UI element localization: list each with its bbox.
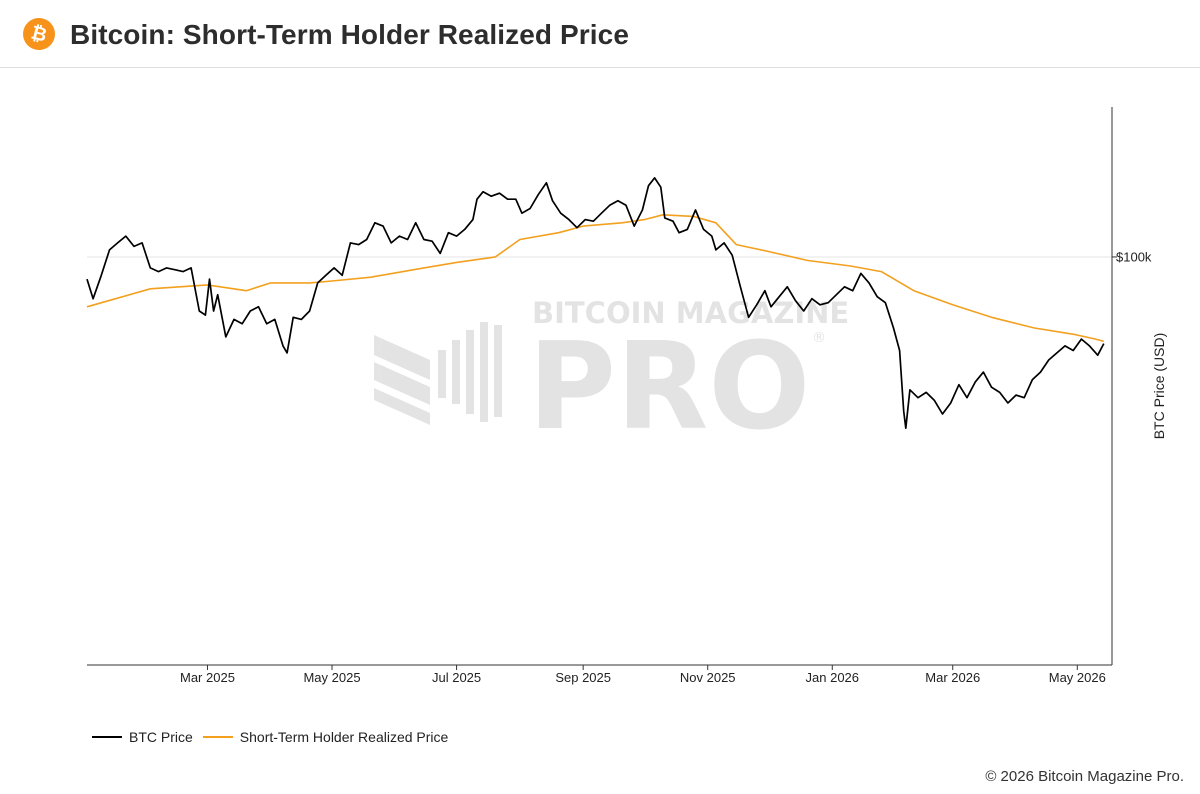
series-line-short-term-holder-realized-price[interactable]	[86, 214, 1105, 343]
x-tick-label-2: Jul 2025	[432, 670, 481, 685]
watermark-main-text: PRO	[528, 318, 810, 457]
series-layer	[86, 177, 1105, 429]
legend-swatch-btc-price	[92, 736, 122, 738]
y-axis-label: BTC Price (USD)	[1151, 333, 1167, 440]
copyright-footer: © 2026 Bitcoin Magazine Pro.	[985, 768, 1184, 785]
axes: Mar 2025 May 2025 Jul 2025 Sep 2025 Nov 2025…	[87, 107, 1167, 685]
x-tick-label-7: May 2026	[1049, 670, 1106, 685]
bitcoin-logo-icon: ₿	[19, 14, 59, 54]
x-tick-label-5: Jan 2026	[806, 670, 860, 685]
x-tick-label-6: Mar 2026	[925, 670, 980, 685]
watermark-stripes	[374, 335, 430, 425]
watermark-bar-3	[480, 322, 488, 422]
y-tick-label-0: $100k	[1116, 249, 1152, 264]
x-tick-label-4: Nov 2025	[680, 670, 736, 685]
legend-label-btc-price: BTC Price	[129, 729, 193, 745]
legend-swatch-sth-realized-price	[202, 736, 233, 738]
legend-item-btc-price[interactable]: BTC Price	[92, 729, 193, 745]
watermark-bar-0	[438, 350, 446, 398]
page-title: Bitcoin: Short-Term Holder Realized Pric…	[70, 19, 630, 50]
watermark-bar-4	[494, 325, 502, 417]
series-line-btc-price[interactable]	[86, 177, 1105, 429]
x-tick-label-1: May 2025	[303, 670, 360, 685]
x-tick-label-3: Sep 2025	[555, 670, 611, 685]
watermark-bar-1	[452, 340, 460, 404]
watermark-registered-mark: ®	[812, 330, 826, 346]
x-tick-label-0: Mar 2025	[180, 670, 235, 685]
chart-header: ₿ Bitcoin: Short-Term Holder Realized Pr…	[0, 0, 1200, 68]
legend-label-sth-realized-price: Short-Term Holder Realized Price	[239, 729, 449, 745]
legend: BTC Price Short-Term Holder Realized Pri…	[92, 729, 458, 745]
watermark-bar-2	[466, 330, 474, 414]
legend-item-sth-realized-price[interactable]: Short-Term Holder Realized Price	[202, 729, 449, 745]
